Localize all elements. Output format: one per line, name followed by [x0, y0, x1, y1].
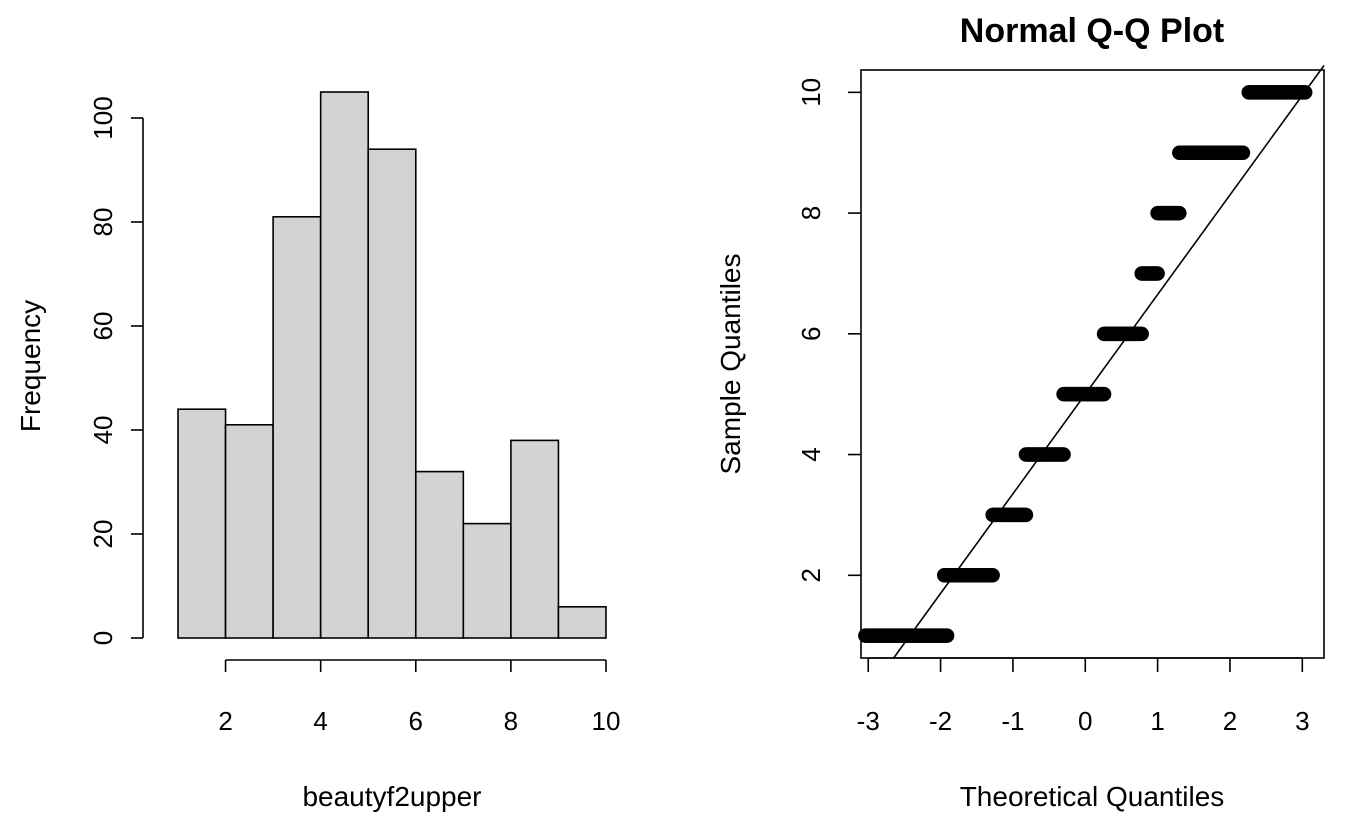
- qq-plot-y-axis-title: Sample Quantiles: [715, 253, 746, 474]
- histogram-x-tick-label: 6: [409, 706, 423, 736]
- histogram-x-tick-label: 2: [218, 706, 232, 736]
- histogram-y-tick-label: 80: [88, 208, 118, 237]
- qq-y-tick-label: 6: [796, 327, 826, 341]
- qq-plot-panel: Normal Q-Q Plot -3 -2 -1 0 1 2 3 2 4 6 8 10 Theore…: [715, 12, 1325, 812]
- qq-x-tick-label: -1: [1001, 706, 1024, 736]
- histogram-bar: [224, 423, 274, 639]
- histogram-y-tick-label: 100: [88, 96, 118, 139]
- qq-y-tick-label: 8: [796, 206, 826, 220]
- qq-point: [1018, 507, 1034, 523]
- qq-point: [1056, 447, 1071, 462]
- qq-x-tick-label: -2: [929, 706, 952, 736]
- qq-plot-title: Normal Q-Q Plot: [960, 12, 1224, 50]
- qq-plot-frame: [860, 69, 1325, 659]
- qq-plot-x-axis: -3 -2 -1 0 1 2 3: [857, 657, 1310, 736]
- histogram-y-tick-label: 60: [88, 312, 118, 341]
- histogram-y-tick-label: 0: [88, 631, 118, 645]
- qq-point: [1134, 326, 1149, 342]
- histogram-y-axis: 0 20 40 60 80 100: [88, 96, 144, 645]
- qq-point: [1297, 85, 1313, 100]
- qq-point: [1172, 205, 1187, 221]
- histogram-bars: [177, 91, 607, 639]
- qq-x-tick-label: 0: [1078, 706, 1092, 736]
- qq-reference-line: [893, 65, 1325, 659]
- qq-plot-x-axis-title: Theoretical Quantiles: [960, 781, 1225, 812]
- histogram-y-axis-title: Frequency: [15, 300, 46, 432]
- qq-x-tick-label: 3: [1295, 706, 1309, 736]
- qq-x-tick-label: 1: [1150, 706, 1164, 736]
- qq-y-tick-label: 10: [796, 78, 826, 107]
- histogram-bar: [510, 439, 560, 639]
- histogram-y-tick-label: 20: [88, 520, 118, 549]
- histogram-bar: [414, 470, 465, 639]
- histogram-x-axis: 2 4 6 8 10: [218, 659, 621, 736]
- histogram-bar: [272, 216, 322, 639]
- qq-plot-y-axis: 2 4 6 8 10: [796, 78, 861, 583]
- qq-plot-points: [858, 85, 1313, 643]
- qq-point: [1235, 145, 1251, 160]
- histogram-x-tick-label: 4: [313, 706, 327, 736]
- histogram-x-tick-label: 8: [504, 706, 518, 736]
- qq-point: [1096, 386, 1112, 402]
- histogram-bar: [177, 408, 227, 639]
- histogram-bar: [557, 605, 607, 639]
- qq-point: [939, 628, 955, 643]
- histogram-x-axis-title: beautyf2upper: [302, 781, 481, 812]
- qq-y-tick-label: 2: [796, 568, 826, 582]
- histogram-y-tick-label: 40: [88, 416, 118, 445]
- histogram-bar: [367, 148, 417, 639]
- qq-y-tick-label: 4: [796, 447, 826, 461]
- histogram-bar: [319, 91, 370, 639]
- qq-x-tick-label: 2: [1223, 706, 1237, 736]
- qq-x-tick-label: -3: [857, 706, 880, 736]
- histogram-bar: [462, 522, 512, 639]
- qq-point: [1150, 266, 1165, 281]
- histogram-x-tick-label: 10: [592, 706, 621, 736]
- qq-point: [985, 568, 1000, 583]
- histogram-panel: 0 20 40 60 80 100 2 4 6 8 10 beautyf2upper Freque…: [15, 91, 621, 812]
